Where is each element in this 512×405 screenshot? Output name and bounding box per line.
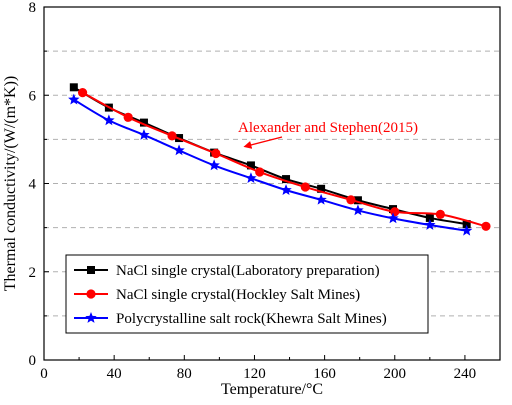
y-tick-label: 6	[29, 88, 37, 104]
data-point	[317, 184, 326, 193]
data-point	[77, 88, 88, 98]
x-tick-label: 240	[454, 366, 477, 382]
x-tick-label: 120	[243, 366, 266, 382]
y-tick-label: 8	[29, 0, 37, 16]
data-point	[462, 220, 471, 229]
y-tick-label: 4	[29, 177, 37, 193]
x-tick-label: 80	[177, 366, 192, 382]
data-point	[282, 175, 291, 184]
data-point	[481, 221, 491, 231]
data-point	[425, 213, 434, 222]
series-2	[77, 88, 491, 231]
x-tick-label: 200	[384, 366, 407, 382]
legend-item: NaCl single crystal(Hockley Salt Mines)	[74, 287, 360, 303]
data-point	[68, 93, 80, 105]
legend-item: Polycrystalline salt rock(Khewra Salt Mi…	[74, 311, 387, 327]
series-3	[68, 93, 473, 236]
data-series	[68, 83, 491, 236]
data-point	[246, 161, 255, 170]
data-point	[353, 196, 362, 205]
data-point	[352, 204, 364, 216]
legend-label: Polycrystalline salt rock(Khewra Salt Mi…	[116, 311, 387, 327]
legend: NaCl single crystal(Laboratory preparati…	[65, 254, 429, 334]
legend-box	[65, 254, 429, 334]
legend-marker	[86, 289, 96, 299]
data-point	[69, 83, 78, 92]
y-tick-label: 2	[29, 265, 37, 281]
y-tick-label: 0	[29, 353, 37, 369]
data-point	[245, 172, 257, 184]
data-point	[167, 131, 177, 141]
data-point	[346, 195, 356, 205]
legend-label: NaCl single crystal(Laboratory preparati…	[116, 263, 380, 279]
series-line	[73, 86, 467, 226]
data-point	[300, 182, 310, 192]
data-point	[123, 112, 133, 122]
x-tick-label: 0	[40, 366, 48, 382]
series-line	[82, 91, 487, 228]
x-axis-title: Temperature/°C	[221, 381, 323, 398]
data-point	[435, 209, 445, 219]
y-axis-title: Thermal conductivity/(W/(m*K))	[2, 76, 19, 291]
data-point	[460, 224, 473, 236]
legend-label: NaCl single crystal(Hockley Salt Mines)	[116, 287, 360, 303]
x-tick-label: 160	[313, 366, 336, 382]
data-point	[280, 184, 292, 195]
data-point	[103, 114, 115, 126]
data-point	[138, 128, 150, 140]
data-point	[208, 159, 220, 171]
legend-item: NaCl single crystal(Laboratory preparati…	[74, 263, 380, 279]
annotation-text: Alexander and Stephen(2015)	[238, 120, 418, 136]
data-point	[424, 218, 436, 230]
legend-marker	[85, 312, 97, 323]
legend-marker	[87, 266, 95, 274]
data-point	[139, 118, 148, 127]
data-point	[211, 148, 221, 159]
data-point	[315, 193, 327, 205]
series-1	[69, 83, 471, 229]
axis-ticks: 0 40 80 120 160 200 240 0 2 4 6 8	[29, 0, 477, 382]
x-tick-label: 40	[107, 366, 122, 382]
annotation-arrow	[243, 136, 283, 149]
data-point	[173, 144, 185, 156]
data-point	[387, 212, 399, 224]
data-point	[390, 207, 400, 217]
data-point	[255, 167, 265, 177]
annotation: Alexander and Stephen(2015)	[238, 120, 418, 149]
